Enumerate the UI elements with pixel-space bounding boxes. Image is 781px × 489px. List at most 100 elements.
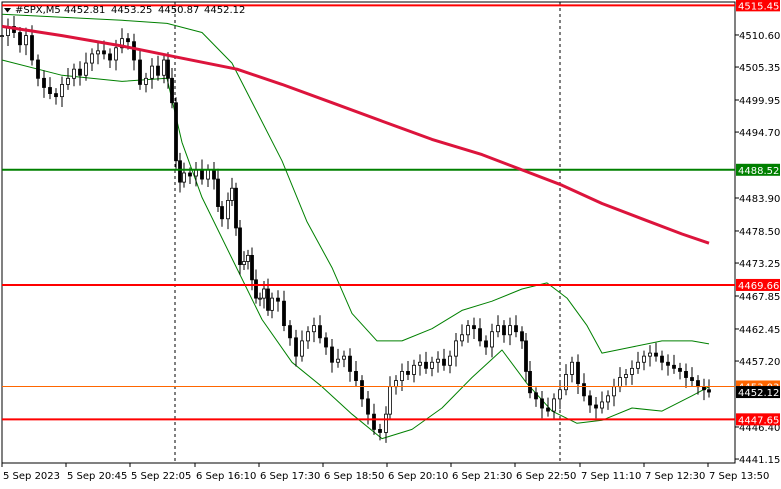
candle-body [36, 59, 40, 79]
candle-body [254, 279, 258, 299]
y-tick-label: 4457.20 [739, 357, 780, 368]
candle-body [666, 361, 670, 366]
candle-body [108, 53, 112, 61]
candle-body [312, 325, 316, 333]
candle-body [442, 358, 446, 366]
candle-body [436, 358, 440, 363]
bollinger-lower-line [1, 59, 710, 440]
candle-body [120, 38, 124, 49]
candle-body [238, 227, 242, 265]
candle-body [170, 77, 174, 104]
candle-body [114, 47, 118, 61]
candle-body [266, 288, 270, 311]
candle-body [648, 352, 652, 357]
candle-body [618, 377, 622, 388]
candle-body [520, 331, 524, 342]
x-tick-label: 5 Sep 20:45 [67, 471, 127, 482]
candle-body [524, 340, 528, 372]
candle-body [454, 340, 458, 357]
candle-body [384, 413, 388, 433]
candle-body [448, 355, 452, 366]
x-tick-label: 5 Sep 22:05 [131, 471, 191, 482]
candle-body [282, 300, 286, 327]
candle-body [672, 364, 676, 369]
candle-body [156, 65, 160, 76]
candle-body [496, 325, 500, 333]
candle-body [206, 169, 210, 180]
candle-body [354, 371, 358, 381]
candle-body [276, 297, 280, 302]
candle-body [216, 178, 220, 207]
candle-body [540, 398, 544, 409]
candle-body [707, 389, 711, 393]
y-tick-label: 4494.70 [739, 128, 780, 139]
candle-body [424, 361, 428, 369]
x-tick-label: 7 Sep 12:30 [645, 471, 705, 482]
x-tick-label: 6 Sep 20:10 [388, 471, 448, 482]
candle-body [696, 380, 700, 388]
candle-body [394, 380, 398, 388]
candle-body [430, 361, 434, 369]
candle-body [90, 53, 94, 64]
candle-body [200, 169, 204, 180]
candle-body [102, 50, 106, 55]
x-tick-label: 5 Sep 2023 [3, 471, 60, 482]
candle-body [66, 77, 70, 85]
candle-body [534, 392, 538, 400]
price-level-label: 4469.66 [738, 281, 779, 292]
y-tick-label: 4478.50 [739, 227, 780, 238]
candle-body [306, 331, 310, 342]
candle-body [138, 59, 142, 85]
bollinger-upper-line [1, 13, 710, 354]
x-tick-label: 6 Sep 16:10 [196, 471, 256, 482]
y-tick-label: 4467.85 [739, 292, 780, 303]
candle-body [558, 389, 562, 400]
candle-body [262, 288, 266, 299]
candle-body [174, 102, 178, 162]
candle-body [418, 361, 422, 366]
candle-body [330, 346, 334, 363]
candle-body [472, 325, 476, 330]
candle-body [150, 65, 154, 79]
candle-body [212, 169, 216, 180]
price-level-tag [736, 278, 780, 291]
candle-body [624, 374, 628, 378]
chart-menu-triangle-icon[interactable] [4, 8, 11, 13]
header-symbol: #SPX,M5 [15, 5, 61, 16]
candle-body [270, 297, 274, 311]
candle-body [0, 35, 4, 37]
candle-body [552, 398, 556, 412]
candle-body [246, 254, 250, 262]
candle-body [478, 328, 482, 342]
y-tick-label: 4510.60 [739, 31, 780, 42]
candle-body [18, 32, 22, 46]
candle-body [294, 337, 298, 357]
candle-body [188, 172, 192, 177]
x-tick-label: 7 Sep 13:50 [709, 471, 769, 482]
candle-body [678, 367, 682, 372]
x-tick-label: 7 Sep 11:10 [581, 471, 641, 482]
candle-body [30, 35, 34, 61]
candle-body [24, 35, 28, 46]
candle-body [194, 169, 198, 177]
candle-body [642, 355, 646, 363]
candle-body [466, 325, 470, 336]
candle-body [514, 325, 518, 333]
candle-body [162, 59, 166, 76]
candle-body [336, 358, 340, 363]
candle-body [182, 172, 186, 183]
candle-body [372, 413, 376, 430]
candle-body [576, 361, 580, 385]
candle-body [388, 386, 392, 415]
header-open: 4452.81 [64, 5, 105, 16]
candle-body [546, 407, 550, 412]
candle-body [406, 371, 410, 375]
x-tick-label: 6 Sep 21:30 [452, 471, 512, 482]
candle-body [220, 206, 224, 220]
candle-body [360, 380, 364, 400]
price-level-label: 4447.65 [738, 415, 779, 426]
header-close: 4452.12 [204, 5, 245, 16]
y-tick-label: 4446.40 [739, 423, 780, 434]
